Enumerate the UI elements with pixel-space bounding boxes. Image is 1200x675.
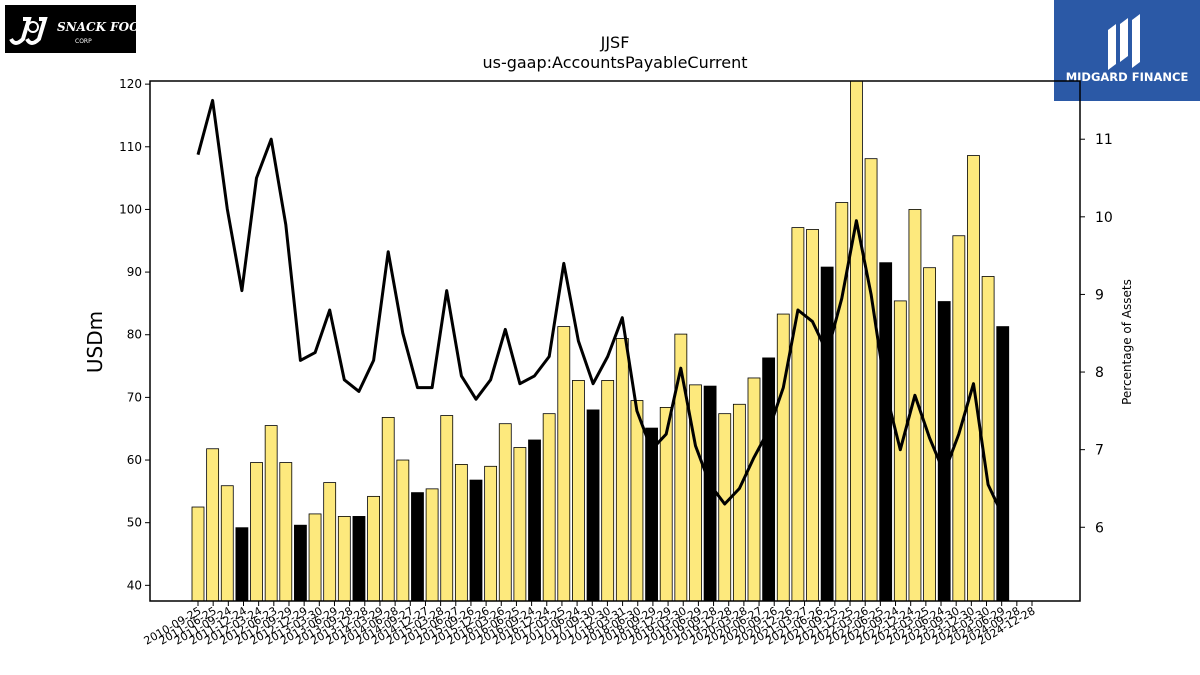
bar-2012-12-29: [323, 482, 337, 602]
bar-2020-06-27: [762, 357, 776, 602]
jj-snack-foods-logo: SNACK FOODS CORP: [5, 5, 159, 53]
bar-2017-12-30: [615, 338, 629, 602]
y-tick-label: 70: [127, 390, 142, 404]
svg-text:SNACK FOODS: SNACK FOODS: [57, 20, 136, 34]
bar-2015-12-26: [498, 423, 512, 602]
bar-2013-06-29: [352, 516, 366, 602]
bar-2012-06-23: [294, 524, 307, 602]
y2-tick-label: 8: [1095, 365, 1104, 381]
bar-2010-09-25: [191, 506, 205, 602]
y-axis-label: USDm: [83, 311, 107, 373]
bar-2015-09-26: [484, 465, 498, 602]
y2-tick-label: 6: [1095, 520, 1104, 536]
y2-tick-label: 9: [1095, 287, 1104, 303]
bar-2011-06-25: [235, 527, 249, 602]
chart-subtitle: us-gaap:AccountsPayableCurrent: [482, 53, 747, 72]
y-tick-label: 110: [119, 140, 142, 154]
bar-2024-06-29: [996, 326, 1010, 602]
bar-2012-09-29: [308, 513, 322, 602]
svg-text:MIDGARD FINANCE: MIDGARD FINANCE: [1066, 70, 1189, 84]
bar-2010-12-25: [206, 448, 220, 602]
jj-snack-foods-logo-graphic: SNACK FOODS CORP: [5, 5, 159, 53]
bar-2015-06-27: [469, 479, 483, 602]
bar-2023-06-24: [937, 301, 951, 602]
y-tick-label: 90: [127, 265, 142, 279]
pct-assets-series: [196, 98, 1005, 517]
bar-2021-03-27: [806, 229, 819, 602]
bar-2017-06-24: [586, 409, 600, 602]
bar-2016-12-24: [557, 326, 571, 602]
y-tick-label: 100: [119, 202, 142, 216]
bar-2016-09-24: [542, 413, 556, 602]
y-tick-label: 40: [127, 578, 142, 592]
bar-2021-06-26: [820, 266, 834, 602]
y2-tick-label: 11: [1095, 132, 1113, 148]
pct-assets-line: [196, 98, 1005, 517]
plot-frame: [149, 80, 1081, 602]
bar-2017-09-30: [601, 380, 615, 602]
bar-2013-03-30: [337, 516, 351, 602]
bar-2022-06-25: [879, 262, 893, 602]
bar-2019-12-28: [732, 403, 746, 602]
axes: 405060708090100110120678910112010-09-252…: [119, 77, 1113, 647]
bar-2011-09-24: [250, 462, 263, 602]
bar-2015-03-28: [454, 464, 468, 602]
y2-tick-label: 7: [1095, 443, 1104, 459]
bar-2012-03-24: [279, 462, 293, 602]
bar-2016-06-25: [528, 439, 541, 602]
bar-2014-06-28: [411, 492, 424, 602]
chart-title: JJSF: [600, 33, 630, 52]
bar-2017-03-25: [572, 380, 585, 602]
bar-2020-09-26: [776, 313, 790, 602]
y2-axis-label: Percentage of Assets: [1120, 279, 1134, 405]
bar-2013-09-28: [367, 495, 380, 602]
bar-2018-03-31: [630, 400, 644, 602]
bar-2014-09-27: [425, 488, 439, 602]
svg-text:CORP: CORP: [75, 38, 92, 45]
bar-2023-12-30: [967, 155, 980, 602]
bar-2013-12-28: [381, 417, 395, 602]
midgard-finance-logo: MIDGARD FINANCE: [1054, 0, 1200, 101]
bar-2011-03-26: [220, 485, 234, 602]
y-tick-label: 50: [127, 516, 142, 530]
midgard-finance-logo-graphic: MIDGARD FINANCE: [1054, 0, 1200, 101]
bar-2019-06-29: [703, 385, 717, 602]
bar-2022-03-26: [864, 158, 878, 602]
bar-2024-03-30: [981, 276, 995, 602]
bar-series: [191, 80, 1010, 602]
bar-2021-12-25: [850, 80, 863, 602]
bar-2021-09-25: [835, 202, 849, 602]
bar-2020-03-28: [747, 377, 761, 602]
bar-2016-03-26: [513, 447, 527, 602]
bar-2020-12-26: [791, 227, 805, 602]
bar-2014-03-29: [396, 459, 410, 602]
y-tick-label: 120: [119, 77, 142, 91]
bar-2011-12-24: [264, 425, 278, 602]
bar-2018-06-30: [645, 427, 658, 602]
bar-2019-09-28: [718, 413, 732, 602]
bar-2014-12-27: [440, 415, 454, 602]
y2-tick-label: 10: [1095, 210, 1113, 226]
y-tick-label: 80: [127, 328, 142, 342]
y-tick-label: 60: [127, 453, 142, 467]
